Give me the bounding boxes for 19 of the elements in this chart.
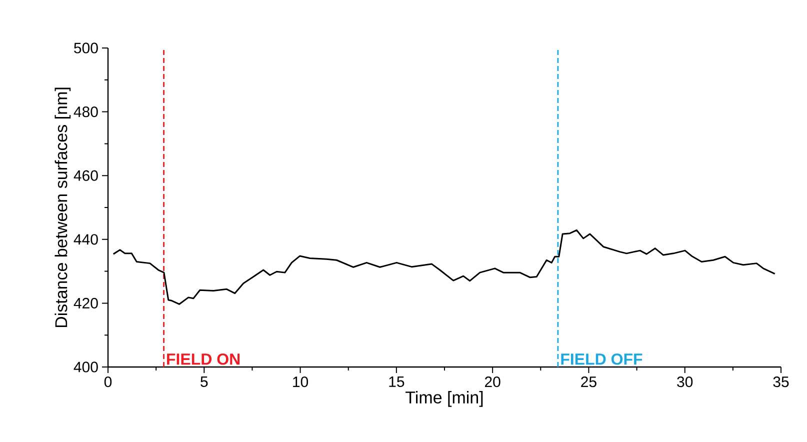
- x-tick-label: 0: [104, 376, 112, 388]
- y-tick-label: 420: [74, 298, 98, 308]
- line-series: [112, 229, 776, 305]
- y-tick-label: 460: [74, 170, 98, 181]
- x-axis-title: Time [min]: [406, 391, 483, 407]
- y-axis-title: Distance between surfaces [nm]: [54, 88, 71, 328]
- y-tick-label: 400: [74, 362, 98, 372]
- x-tick-label: 5: [200, 376, 208, 387]
- x-tick-label: 15: [389, 376, 404, 387]
- x-tick-label: 20: [484, 376, 500, 388]
- y-tick-label: 500: [74, 42, 98, 54]
- y-tick-label: 480: [74, 106, 98, 118]
- x-tick-label: 35: [773, 376, 789, 388]
- x-tick-label: 30: [677, 376, 693, 388]
- x-tick-label: 10: [293, 376, 308, 388]
- y-tick-label: 440: [74, 234, 98, 245]
- ref-line-label: FIELD ON: [167, 353, 240, 365]
- x-tick-label: 25: [581, 376, 596, 388]
- ref-line-label: FIELD OFF: [561, 353, 642, 365]
